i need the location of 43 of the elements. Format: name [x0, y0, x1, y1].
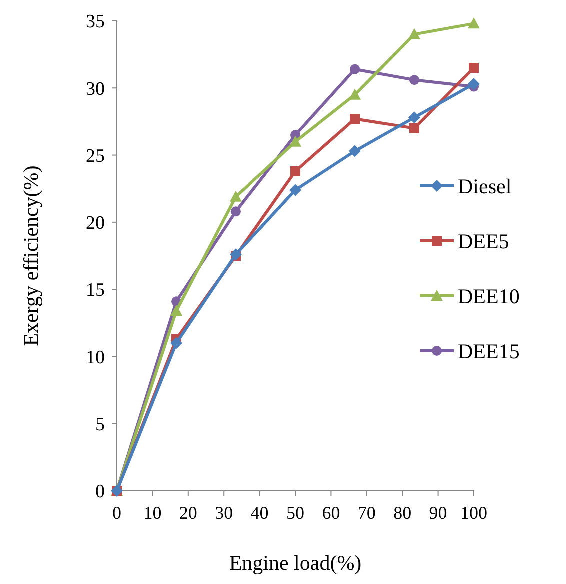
point [230, 190, 242, 202]
x-tick-label: 10 [144, 503, 162, 523]
point [469, 63, 479, 73]
point [349, 88, 362, 100]
point [408, 28, 420, 40]
point [349, 145, 362, 158]
x-tick-label: 90 [429, 503, 448, 523]
point [408, 112, 420, 124]
point [468, 18, 480, 29]
point [409, 123, 420, 134]
point [350, 64, 360, 74]
y-tick-label: 35 [86, 12, 105, 33]
x-tick-label: 50 [286, 503, 304, 523]
y-tick-label: 15 [86, 280, 105, 302]
point [230, 206, 241, 217]
x-tick-label: 40 [250, 503, 269, 523]
y-axis-title: Exergy efficiency(%) [19, 166, 43, 346]
y-tick-label: 0 [96, 482, 105, 503]
legend-label: DEE15 [458, 339, 520, 364]
point [409, 75, 420, 86]
legend-label: Diesel [458, 174, 512, 198]
point [350, 114, 360, 124]
point [468, 78, 480, 90]
point [290, 166, 300, 176]
y-tick-label: 20 [86, 213, 105, 234]
point [290, 136, 302, 147]
x-tick-label: 60 [322, 503, 340, 523]
legend-label: DEE5 [458, 229, 510, 254]
y-tick-label: 30 [86, 78, 105, 100]
y-tick-label: 10 [86, 347, 105, 368]
x-tick-label: 0 [112, 503, 122, 523]
x-tick-label: 100 [460, 503, 488, 523]
x-tick-label: 30 [215, 503, 234, 523]
point [170, 337, 183, 350]
legend-label: DEE10 [458, 284, 520, 308]
point [170, 305, 183, 316]
x-tick-label: 20 [179, 503, 198, 523]
y-tick-label: 25 [86, 146, 105, 167]
x-tick-label: 70 [358, 503, 376, 523]
point [230, 248, 242, 261]
x-tick-label: 80 [394, 503, 412, 523]
point [290, 184, 302, 196]
y-tick-label: 5 [96, 414, 105, 436]
